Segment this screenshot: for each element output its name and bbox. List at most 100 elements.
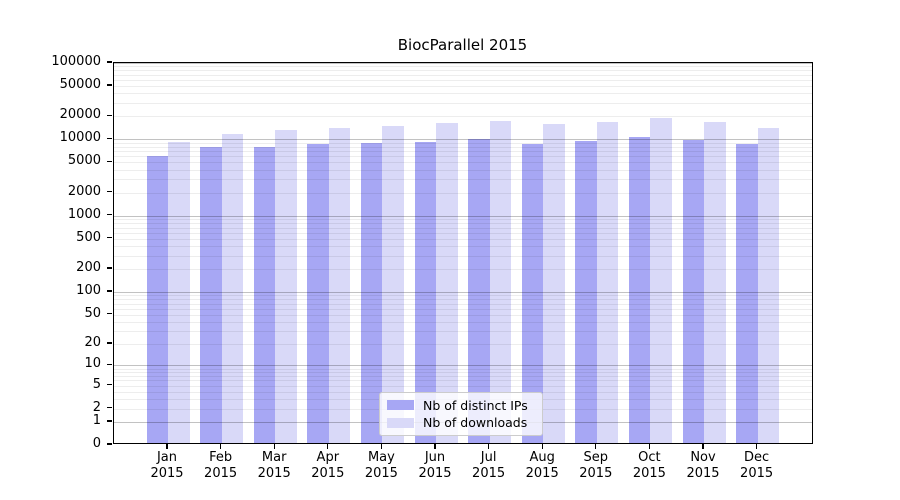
legend-swatch-distinct-ips [387, 400, 414, 411]
grid-line-major [113, 63, 812, 64]
bar-downloads [221, 133, 244, 443]
legend-entry-downloads: Nb of downloads [387, 415, 535, 430]
bar-downloads [489, 121, 512, 443]
grid-line-minor [113, 385, 812, 387]
bar-distinct-ips [575, 140, 597, 443]
y-axis-tick-label: 5 [92, 376, 101, 392]
legend-swatch-downloads [387, 417, 414, 428]
x-tick-mark [702, 444, 704, 449]
x-tick-mark [327, 444, 329, 449]
grid-line-minor [113, 343, 812, 345]
x-axis-tick-label: Feb 2015 [204, 450, 238, 481]
grid-line-minor [113, 295, 812, 297]
grid-line-minor [113, 151, 812, 153]
y-axis-tick-label: 1000 [67, 206, 101, 222]
grid-line-minor [113, 246, 812, 248]
grid-line-minor [113, 380, 812, 382]
grid-line-minor [113, 102, 812, 104]
legend: Nb of distinct IPs Nb of downloads [379, 392, 543, 436]
grid-line-minor [113, 269, 812, 271]
x-axis-tick-label: May 2015 [364, 450, 398, 481]
y-axis-tick-label: 200 [76, 260, 101, 276]
bar-distinct-ips [521, 143, 544, 443]
grid-line-minor [113, 223, 812, 225]
bar-distinct-ips [307, 144, 329, 443]
grid-line-minor [113, 368, 812, 370]
x-tick-mark [755, 444, 758, 449]
grid-line-minor [113, 70, 812, 72]
y-tick-mark [107, 191, 112, 193]
x-axis-tick-label: Aug 2015 [525, 450, 559, 481]
grid-line-major [113, 291, 812, 293]
y-axis-tick-label: 10000 [59, 130, 101, 146]
grid-line-minor [113, 179, 812, 181]
grid-line-minor [113, 146, 812, 148]
grid-line-minor [113, 372, 812, 374]
legend-label-downloads: Nb of downloads [423, 415, 528, 431]
y-axis-tick-label: 100000 [51, 53, 101, 69]
x-axis-tick-label: Sep 2015 [579, 450, 613, 481]
y-axis-tick-label: 20 [84, 334, 101, 350]
y-axis-tick-label: 100 [76, 282, 101, 298]
x-axis-tick-label: Apr 2015 [311, 450, 345, 481]
grid-line-minor [113, 238, 812, 240]
y-tick-mark [107, 160, 112, 163]
y-axis-tick-label: 10 [84, 356, 101, 372]
grid-line-minor [113, 162, 812, 164]
y-axis-tick-label: 0 [92, 436, 101, 451]
bar-distinct-ips [200, 146, 222, 443]
grid-line-minor [113, 303, 812, 305]
grid-line-minor [113, 85, 812, 87]
grid-line-minor [113, 321, 812, 323]
x-tick-mark [166, 444, 168, 449]
bar-downloads [596, 122, 619, 443]
x-axis-tick-label: Dec 2015 [740, 450, 774, 481]
x-tick-mark [595, 444, 597, 449]
y-axis-tick-label: 50000 [59, 76, 101, 92]
bar-downloads [275, 130, 297, 443]
x-tick-mark [434, 444, 436, 449]
y-tick-mark [107, 443, 112, 445]
grid-line-minor [113, 93, 812, 95]
y-tick-mark [107, 114, 112, 117]
y-tick-mark [107, 214, 112, 216]
y-tick-mark [107, 312, 112, 315]
grid-line-minor [113, 142, 812, 144]
grid-line-minor [113, 331, 812, 333]
bar-distinct-ips [146, 156, 168, 443]
grid-line-minor [113, 299, 812, 301]
grid-line-minor [113, 308, 812, 310]
grid-line-minor [113, 232, 812, 234]
y-tick-mark [107, 61, 112, 63]
y-axis-tick-label: 2000 [67, 183, 101, 199]
grid-line-minor [113, 219, 812, 221]
bar-distinct-ips [736, 144, 758, 443]
y-axis-tick-label: 50 [84, 305, 101, 321]
x-tick-mark [648, 444, 651, 449]
bar-distinct-ips [682, 139, 704, 443]
grid-line-minor [113, 255, 812, 257]
y-axis-tick-label: 20000 [59, 107, 101, 123]
bar-downloads [704, 121, 726, 443]
y-axis-tick-label: 500 [76, 229, 101, 245]
grid-line-minor [113, 66, 812, 68]
x-axis-tick-label: Oct 2015 [632, 450, 666, 481]
y-axis-tick-label: 5000 [67, 153, 101, 169]
bar-downloads [543, 124, 565, 443]
x-tick-mark [273, 444, 275, 449]
bar-downloads [168, 141, 190, 443]
legend-entry-distinct-ips: Nb of distinct IPs [387, 398, 535, 413]
x-tick-mark [380, 444, 383, 449]
x-axis-tick-label: Nov 2015 [686, 450, 720, 481]
y-tick-mark [107, 420, 112, 422]
x-axis-tick-label: Jun 2015 [418, 450, 452, 481]
bar-distinct-ips [253, 146, 276, 443]
grid-line-minor [113, 169, 812, 171]
grid-line-minor [113, 227, 812, 229]
grid-line-minor [113, 156, 812, 158]
y-tick-mark [107, 237, 112, 239]
grid-line-major [113, 139, 812, 141]
x-tick-mark [219, 444, 222, 449]
bar-downloads [650, 117, 672, 443]
